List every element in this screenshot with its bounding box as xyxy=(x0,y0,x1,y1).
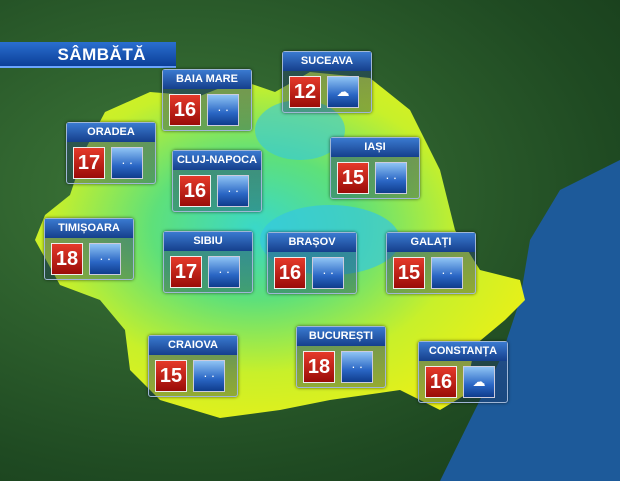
city-name: GALAȚI xyxy=(387,233,475,252)
sun-cloud-rain-icon: ☁ xyxy=(327,76,359,108)
rain-icon: · ∙ xyxy=(431,257,463,289)
city-forecast: CRAIOVA 15 · ∙ xyxy=(148,335,238,397)
sun-cloud-rain-icon: ☁ xyxy=(463,366,495,398)
temperature: 16 xyxy=(274,257,306,289)
city-name: BAIA MARE xyxy=(163,70,251,89)
city-name: CONSTANȚA xyxy=(419,342,507,361)
city-forecast: SIBIU 17 · ∙ xyxy=(163,231,253,293)
temperature: 18 xyxy=(51,243,83,275)
temperature: 16 xyxy=(179,175,211,207)
rain-icon: · ∙ xyxy=(193,360,225,392)
rain-icon: · ∙ xyxy=(207,94,239,126)
rain-icon: · ∙ xyxy=(217,175,249,207)
city-forecast: CONSTANȚA 16 ☁ xyxy=(418,341,508,403)
rain-icon: · ∙ xyxy=(89,243,121,275)
temperature: 16 xyxy=(425,366,457,398)
city-forecast: GALAȚI 15 · ∙ xyxy=(386,232,476,294)
city-forecast: ORADEA 17 · ∙ xyxy=(66,122,156,184)
city-name: CLUJ-NAPOCA xyxy=(173,151,261,170)
city-forecast: IAȘI 15 · ∙ xyxy=(330,137,420,199)
temperature: 17 xyxy=(73,147,105,179)
city-forecast: BAIA MARE 16 · ∙ xyxy=(162,69,252,131)
temperature: 15 xyxy=(337,162,369,194)
city-forecast: BRAȘOV 16 · ∙ xyxy=(267,232,357,294)
city-forecast: BUCUREȘTI 18 · ∙ xyxy=(296,326,386,388)
temperature: 12 xyxy=(289,76,321,108)
rain-icon: · ∙ xyxy=(375,162,407,194)
city-name: CRAIOVA xyxy=(149,336,237,355)
temperature: 15 xyxy=(155,360,187,392)
temperature: 16 xyxy=(169,94,201,126)
rain-icon: · ∙ xyxy=(208,256,240,288)
day-title: SÂMBĂTĂ xyxy=(0,42,176,68)
city-forecast: TIMIȘOARA 18 · ∙ xyxy=(44,218,134,280)
city-name: SIBIU xyxy=(164,232,252,251)
city-name: TIMIȘOARA xyxy=(45,219,133,238)
city-name: BRAȘOV xyxy=(268,233,356,252)
rain-icon: · ∙ xyxy=(341,351,373,383)
city-forecast: SUCEAVA 12 ☁ xyxy=(282,51,372,113)
temperature: 17 xyxy=(170,256,202,288)
city-name: IAȘI xyxy=(331,138,419,157)
city-name: ORADEA xyxy=(67,123,155,142)
rain-icon: · ∙ xyxy=(111,147,143,179)
rain-icon: · ∙ xyxy=(312,257,344,289)
city-name: BUCUREȘTI xyxy=(297,327,385,346)
temperature: 15 xyxy=(393,257,425,289)
temperature: 18 xyxy=(303,351,335,383)
city-name: SUCEAVA xyxy=(283,52,371,71)
city-forecast: CLUJ-NAPOCA 16 · ∙ xyxy=(172,150,262,212)
